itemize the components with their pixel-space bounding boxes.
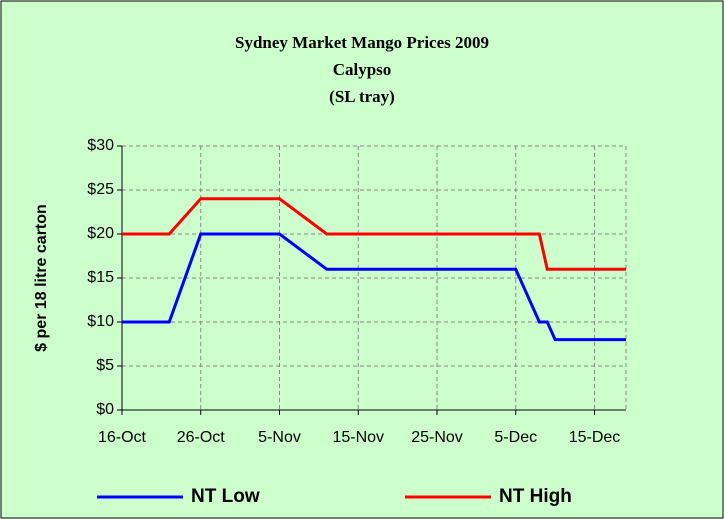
x-tick-label: 15-Dec [569,429,621,446]
x-tick-label: 15-Nov [332,429,384,446]
y-tick-label: $5 [96,357,114,374]
chart-subtitle: (SL tray) [329,87,395,106]
y-tick-label: $15 [87,269,114,286]
y-tick-label: $10 [87,313,114,330]
chart-title: Sydney Market Mango Prices 2009 [235,33,489,52]
series-line [122,197,626,271]
y-tick-label: $20 [87,225,114,242]
y-axis-label: $ per 18 litre carton [33,204,50,352]
y-tick-label: $0 [96,401,114,418]
legend-label: NT High [499,486,572,507]
series-line [122,232,626,342]
x-tick-label: 5-Dec [494,429,537,446]
chart-subtitle: Calypso [333,60,392,79]
y-tick-label: $30 [87,137,114,154]
x-tick-label: 25-Nov [411,429,463,446]
y-tick-label: $25 [87,181,114,198]
x-tick-label: 26-Oct [177,429,226,446]
legend-label: NT Low [191,486,260,507]
x-tick-label: 16-Oct [98,429,147,446]
x-tick-label: 5-Nov [258,429,301,446]
